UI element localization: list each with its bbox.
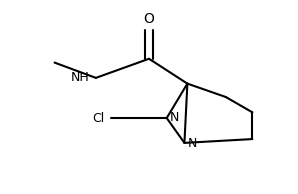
- Text: Cl: Cl: [92, 112, 105, 125]
- Text: NH: NH: [71, 71, 90, 84]
- Text: N: N: [170, 111, 179, 124]
- Text: O: O: [144, 12, 154, 26]
- Text: N: N: [187, 137, 197, 150]
